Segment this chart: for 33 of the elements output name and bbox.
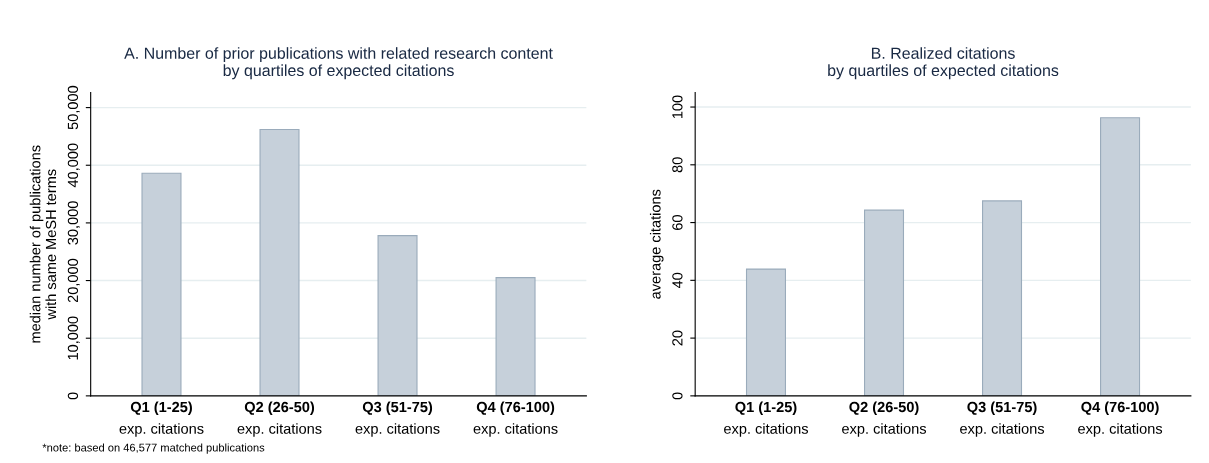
y-tick-label: 10,000 <box>67 316 80 360</box>
bar <box>141 172 182 396</box>
chart-title: B. Realized citations by quartiles of expected citations <box>828 47 1059 80</box>
y-axis-title: average citations <box>649 189 664 299</box>
y-tick-label: 60 <box>672 215 683 230</box>
y-tick-label: 40,000 <box>67 143 80 188</box>
category-label: Q1 (1-25) exp. citations <box>724 401 809 437</box>
y-axis-title: median number of publications with same MeSH terms <box>29 145 57 343</box>
bar <box>863 209 905 396</box>
bar <box>1100 117 1141 396</box>
category-label: Q4 (76-100) exp. citations <box>1078 401 1163 437</box>
category-label: Q3 (51-75) exp. citations <box>355 401 440 437</box>
text: *note: based on 46,577 matched publications <box>42 443 265 454</box>
y-tick-label: 20,000 <box>67 258 80 303</box>
bar <box>495 277 536 396</box>
y-tick-label: 80 <box>672 157 683 173</box>
category-label: Q2 (26-50) exp. citations <box>842 401 927 437</box>
category-label: Q3 (51-75) exp. citations <box>960 401 1045 437</box>
bar <box>745 268 787 396</box>
chart-title: A. Number of prior publications with related research content by quartiles of expected citations <box>124 47 553 80</box>
category-label: Q2 (26-50) exp. citations <box>237 401 322 437</box>
bar <box>377 235 418 396</box>
y-tick-label: 0 <box>67 392 79 400</box>
y-tick-label: 20 <box>672 330 683 346</box>
bar <box>259 128 300 396</box>
y-tick-label: 30,000 <box>67 201 80 245</box>
y-tick-label: 40 <box>672 272 683 289</box>
category-label: Q4 (76-100) exp. citations <box>473 401 558 437</box>
y-tick-label: 0 <box>672 392 683 400</box>
category-label: Q1 (1-25) exp. citations <box>119 401 204 437</box>
y-tick-label: 50,000 <box>67 85 80 130</box>
bar <box>982 200 1023 396</box>
y-tick-label: 100 <box>672 95 683 119</box>
